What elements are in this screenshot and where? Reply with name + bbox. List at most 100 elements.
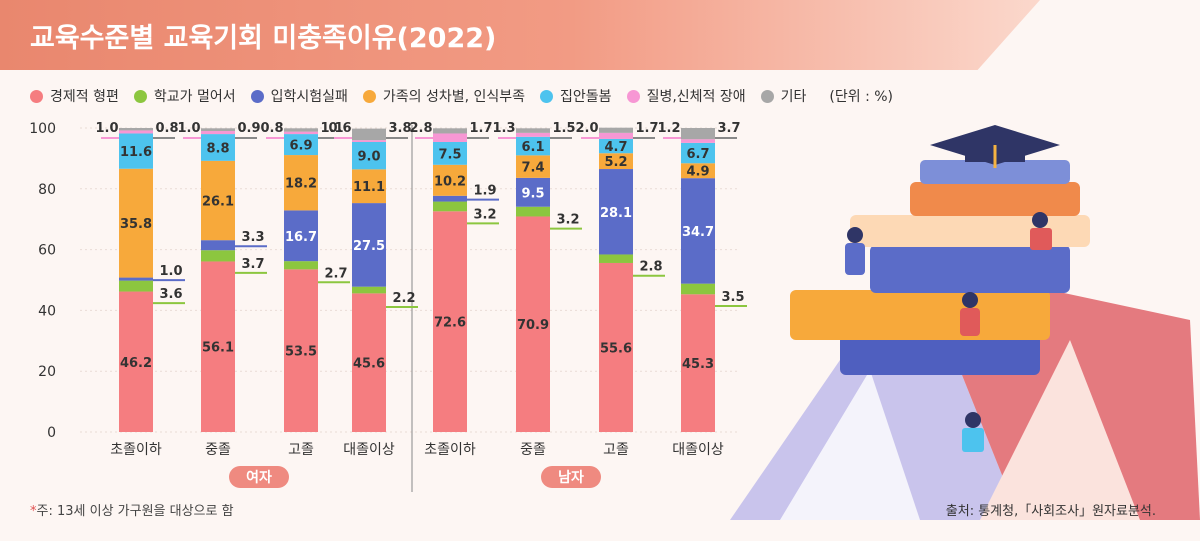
data-label: 3.5	[721, 290, 744, 305]
bar-segment	[284, 210, 318, 262]
y-tick-label: 0	[47, 425, 56, 441]
x-tick-label: 초졸이하	[424, 442, 476, 458]
data-label: 0.8	[155, 121, 178, 136]
bar-segment	[599, 138, 633, 154]
bar-segment	[352, 286, 386, 294]
bar-segment	[599, 254, 633, 263]
books-illustration	[730, 125, 1200, 520]
data-label: 7.5	[438, 147, 461, 162]
bar-segment	[352, 293, 386, 432]
x-tick-label: 대졸이상	[343, 442, 395, 458]
legend-label: 경제적 형편	[50, 89, 119, 105]
data-label: 9.5	[521, 186, 544, 201]
data-label: 11.1	[353, 180, 385, 195]
data-label: 0.8	[260, 121, 283, 136]
bar-segment	[119, 133, 153, 169]
data-label: 3.7	[241, 257, 264, 272]
legend-swatch	[362, 89, 376, 103]
bar-segment	[599, 127, 633, 133]
data-label: 1.3	[492, 121, 515, 136]
bar-segment	[681, 163, 715, 179]
data-label: 3.7	[717, 121, 740, 136]
data-label: 2.8	[409, 121, 432, 136]
data-label: 1.2	[657, 121, 680, 136]
bar-segment	[433, 164, 467, 196]
data-label: 11.6	[120, 145, 152, 160]
bar-segment	[433, 128, 467, 134]
legend-swatch	[626, 89, 640, 103]
bar-segment	[201, 128, 235, 132]
bar-segment	[201, 134, 235, 161]
legend-swatch	[250, 89, 264, 103]
data-label: 34.7	[682, 225, 714, 240]
data-label: 2.8	[639, 260, 662, 275]
x-tick-label: 중졸	[520, 442, 546, 458]
bar-segment	[352, 203, 386, 287]
bar-segment	[681, 142, 715, 164]
data-label: 2.2	[392, 291, 415, 306]
legend-swatch	[133, 89, 147, 103]
unit-label: (단위 : %)	[829, 89, 893, 105]
bar-segment	[284, 155, 318, 211]
bar-segment	[119, 291, 153, 432]
data-label: 1.0	[159, 264, 182, 279]
legend-item: 질병,신체적 장애	[626, 86, 746, 106]
bar-segment	[681, 283, 715, 295]
data-label: 7.4	[521, 161, 544, 176]
legend: 경제적 형편 학교가 멀어서 입학시험실패 가족의 성차별, 인식부족 집안돌봄 질병,신…	[30, 86, 893, 106]
data-label: 6.1	[521, 140, 544, 155]
y-tick-label: 100	[29, 121, 56, 137]
data-label: 45.6	[353, 357, 385, 372]
y-tick-label: 60	[38, 243, 56, 259]
data-label: 1.7	[635, 121, 658, 136]
legend-item: 가족의 성차별, 인식부족	[362, 86, 526, 106]
bar-segment	[352, 140, 386, 142]
data-label: 16.7	[285, 230, 317, 245]
bar-segment	[201, 131, 235, 135]
data-label: 26.1	[202, 195, 234, 210]
bar-segment	[516, 206, 550, 217]
bar-segment	[352, 141, 386, 170]
legend-label: 입학시험실패	[270, 89, 348, 105]
bar-segment	[681, 139, 715, 143]
x-tick-label: 초졸이하	[110, 442, 162, 458]
bar-segment	[433, 201, 467, 212]
legend-label: 학교가 멀어서	[153, 89, 236, 105]
legend-swatch	[540, 89, 554, 103]
bar-segment	[516, 128, 550, 133]
data-label: 9.0	[357, 150, 380, 165]
x-tick-label: 중졸	[205, 442, 231, 458]
data-label: 5.2	[604, 155, 627, 170]
data-label: 6.9	[289, 139, 312, 154]
legend-item: 집안돌봄	[540, 86, 612, 106]
data-label: 1.0	[177, 121, 200, 136]
bar-segment	[119, 128, 153, 131]
source-note: 출처: 통계청,「사회조사」원자료분석.	[945, 504, 1156, 519]
bar-segment	[433, 133, 467, 142]
data-label: 53.5	[285, 345, 317, 360]
data-label: 0.9	[237, 121, 260, 136]
data-label: 0.6	[328, 121, 351, 136]
data-label: 2.7	[324, 266, 347, 281]
bar-segment	[201, 261, 235, 432]
bar-segment	[201, 250, 235, 262]
chart-title: 교육수준별 교육기회 미충족이유(2022)	[30, 23, 497, 54]
x-tick-label: 고졸	[288, 442, 314, 458]
footnote: *주: 13세 이상 가구원을 대상으로 함	[30, 500, 234, 519]
legend-label: 가족의 성차별, 인식부족	[382, 89, 526, 105]
footnote-mark: *	[30, 504, 37, 519]
y-tick-label: 80	[38, 182, 56, 198]
legend-item: 입학시험실패	[250, 86, 348, 106]
bar-segment	[119, 130, 153, 134]
data-label: 4.9	[686, 165, 709, 180]
data-label: 2.0	[575, 121, 598, 136]
group-label: 남자	[558, 469, 584, 486]
data-label: 46.2	[120, 356, 152, 371]
data-label: 4.7	[604, 140, 627, 155]
bar-segment	[599, 153, 633, 170]
data-label: 3.6	[159, 287, 182, 302]
bar-segment	[284, 134, 318, 156]
group-badge	[541, 466, 601, 488]
data-label: 3.3	[241, 230, 264, 245]
data-label: 1.9	[473, 184, 496, 199]
